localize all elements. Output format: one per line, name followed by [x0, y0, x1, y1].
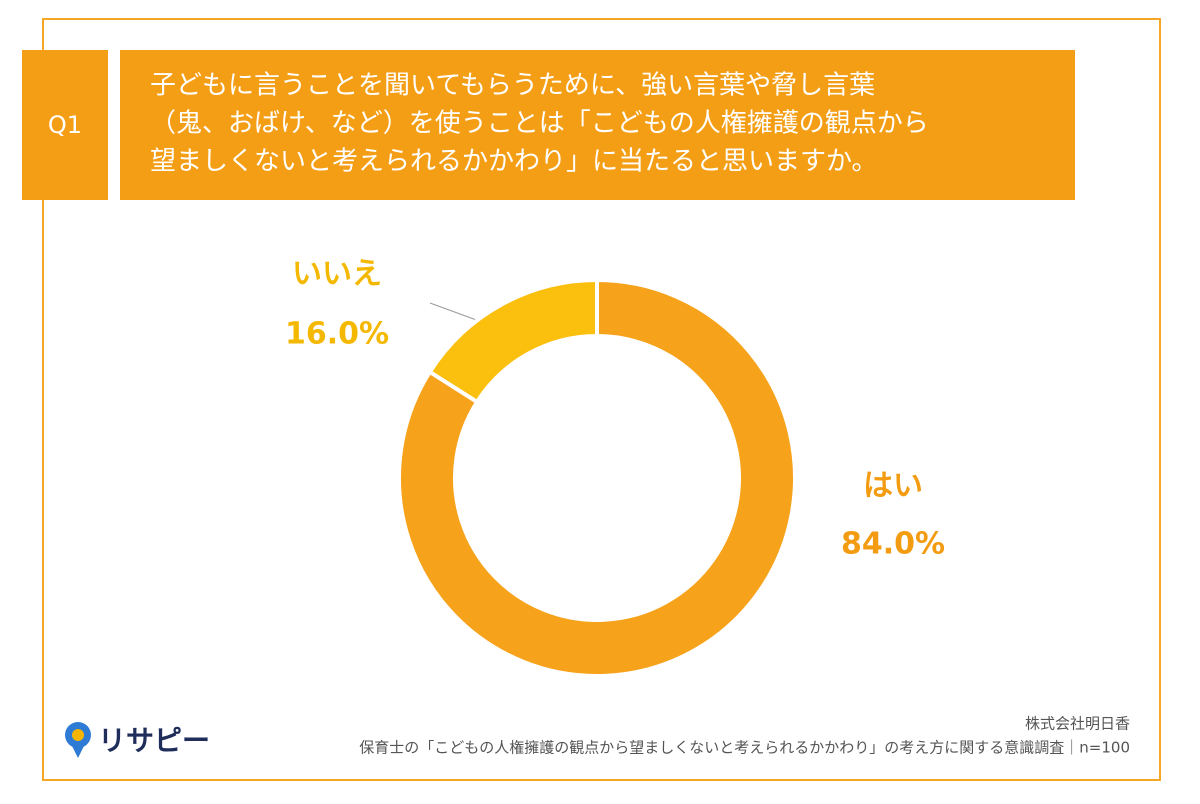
- value-label: 16.0%: [285, 317, 389, 352]
- question-box: [22, 50, 108, 200]
- category-label: はい: [863, 469, 923, 504]
- title-box: [120, 50, 1075, 200]
- footer-survey: 保育士の「こどもの人権擁護の観点から望ましくないと考えられるかかわり」の考え方に…: [359, 739, 1130, 757]
- frame: [42, 18, 1161, 781]
- title-line: 望ましくないと考えられるかかわり」に当たると思いますか。: [150, 147, 877, 177]
- logo-tip: [72, 746, 84, 758]
- logo: リサピー: [64, 697, 210, 758]
- logo-ring: [64, 697, 92, 725]
- value-label: 84.0%: [841, 527, 945, 562]
- title-line: （鬼、おばけ、など）を使うことは「こどもの人権擁護の観点から: [150, 109, 929, 139]
- logo-dot: [72, 729, 84, 741]
- title-line: 子どもに言うことを聞いてもらうために、強い言葉や脅し言葉: [150, 71, 875, 101]
- category-label: いいえ: [292, 257, 382, 292]
- donut-segment: [397, 277, 797, 678]
- question-label: Q1: [48, 111, 82, 139]
- logo-text: リサピー: [98, 724, 210, 757]
- donut-segment: [427, 277, 599, 405]
- footer-company: 株式会社明日香: [1025, 715, 1130, 733]
